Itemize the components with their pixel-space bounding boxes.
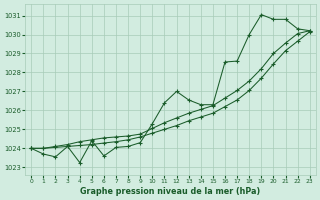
X-axis label: Graphe pression niveau de la mer (hPa): Graphe pression niveau de la mer (hPa): [80, 187, 261, 196]
